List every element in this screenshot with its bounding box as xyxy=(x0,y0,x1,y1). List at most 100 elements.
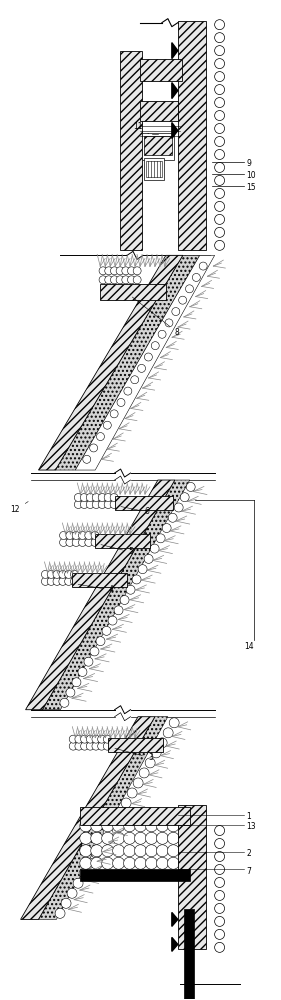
Circle shape xyxy=(144,353,152,361)
Text: 15: 15 xyxy=(246,183,256,192)
Circle shape xyxy=(60,698,69,707)
Circle shape xyxy=(78,538,87,546)
Circle shape xyxy=(98,735,106,743)
Circle shape xyxy=(78,531,87,539)
Circle shape xyxy=(113,832,124,844)
Circle shape xyxy=(67,888,77,898)
Circle shape xyxy=(69,742,77,750)
Text: 8: 8 xyxy=(132,297,180,337)
Circle shape xyxy=(85,531,93,539)
Circle shape xyxy=(114,606,123,615)
Circle shape xyxy=(110,267,118,275)
Circle shape xyxy=(174,503,183,512)
Circle shape xyxy=(113,845,124,857)
Circle shape xyxy=(172,308,180,316)
Circle shape xyxy=(139,768,149,778)
Text: 3: 3 xyxy=(115,748,153,762)
Circle shape xyxy=(109,818,119,828)
Circle shape xyxy=(80,832,92,844)
Circle shape xyxy=(90,444,98,452)
Circle shape xyxy=(78,667,87,676)
Circle shape xyxy=(215,72,225,82)
Circle shape xyxy=(102,820,114,832)
Polygon shape xyxy=(75,255,215,470)
Circle shape xyxy=(215,33,225,43)
Circle shape xyxy=(91,538,99,546)
Circle shape xyxy=(86,500,94,508)
Circle shape xyxy=(116,267,124,275)
Polygon shape xyxy=(172,123,178,139)
Text: 1: 1 xyxy=(246,812,251,821)
Text: 11: 11 xyxy=(133,122,149,134)
Polygon shape xyxy=(172,83,178,99)
Bar xyxy=(178,805,206,949)
Circle shape xyxy=(215,20,225,30)
Circle shape xyxy=(91,848,101,858)
Circle shape xyxy=(59,570,67,578)
Circle shape xyxy=(60,538,67,546)
Circle shape xyxy=(86,735,94,743)
Text: 10: 10 xyxy=(246,171,256,180)
Circle shape xyxy=(113,857,124,869)
Circle shape xyxy=(66,538,74,546)
Circle shape xyxy=(215,929,225,939)
Circle shape xyxy=(167,832,179,844)
Circle shape xyxy=(72,678,81,687)
Polygon shape xyxy=(55,255,200,470)
Circle shape xyxy=(215,162,225,172)
Circle shape xyxy=(75,735,83,743)
Circle shape xyxy=(80,494,88,501)
Circle shape xyxy=(99,276,107,284)
Circle shape xyxy=(215,240,225,250)
Circle shape xyxy=(179,296,187,304)
Bar xyxy=(178,21,206,250)
Circle shape xyxy=(104,500,112,508)
Circle shape xyxy=(85,538,93,546)
Bar xyxy=(140,101,178,121)
Bar xyxy=(72,573,127,587)
Circle shape xyxy=(168,513,177,522)
Circle shape xyxy=(102,845,114,857)
Circle shape xyxy=(128,267,135,275)
Circle shape xyxy=(85,858,95,868)
Circle shape xyxy=(157,832,168,844)
Circle shape xyxy=(65,570,72,578)
Circle shape xyxy=(135,857,146,869)
Circle shape xyxy=(135,832,146,844)
Circle shape xyxy=(157,820,168,832)
Circle shape xyxy=(61,898,71,908)
Circle shape xyxy=(133,276,141,284)
Circle shape xyxy=(102,626,111,635)
Circle shape xyxy=(92,735,100,743)
Text: 4: 4 xyxy=(78,584,113,594)
Text: 9: 9 xyxy=(246,159,251,168)
Circle shape xyxy=(65,577,72,585)
Circle shape xyxy=(124,857,135,869)
Circle shape xyxy=(91,820,103,832)
Circle shape xyxy=(167,820,179,832)
Circle shape xyxy=(71,570,78,578)
Circle shape xyxy=(186,482,195,491)
Circle shape xyxy=(86,742,94,750)
Bar xyxy=(144,158,164,180)
Circle shape xyxy=(98,500,106,508)
Circle shape xyxy=(163,728,173,738)
Circle shape xyxy=(124,845,135,857)
Circle shape xyxy=(215,98,225,108)
Circle shape xyxy=(75,742,83,750)
Circle shape xyxy=(81,742,89,750)
Circle shape xyxy=(72,531,80,539)
Circle shape xyxy=(124,820,135,832)
Circle shape xyxy=(41,577,49,585)
Circle shape xyxy=(215,149,225,159)
Circle shape xyxy=(103,735,111,743)
Bar xyxy=(115,496,173,510)
Polygon shape xyxy=(26,480,175,710)
Circle shape xyxy=(74,500,82,508)
Bar xyxy=(144,136,172,155)
Circle shape xyxy=(91,857,103,869)
Circle shape xyxy=(162,524,171,533)
Bar xyxy=(95,534,150,548)
Circle shape xyxy=(192,273,200,281)
Circle shape xyxy=(96,637,105,646)
